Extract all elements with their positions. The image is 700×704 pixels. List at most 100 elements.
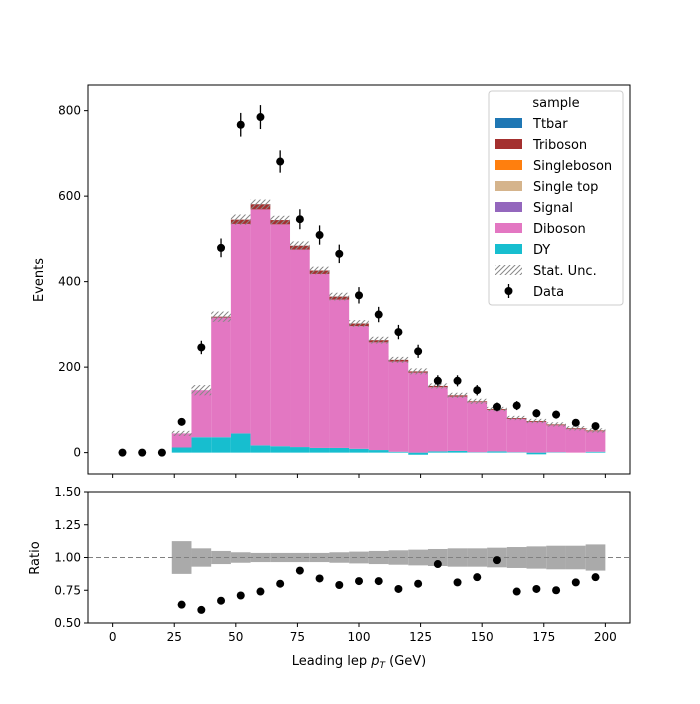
bar-dy bbox=[389, 452, 409, 453]
ratio-point bbox=[532, 585, 540, 593]
ratio-point bbox=[316, 574, 324, 582]
bar-dy bbox=[251, 445, 271, 452]
legend-swatch-triboson bbox=[495, 139, 522, 149]
data-point bbox=[158, 449, 166, 457]
legend-label-signal: Signal bbox=[533, 201, 573, 216]
ratio-point bbox=[296, 567, 304, 575]
bar-diboson bbox=[566, 429, 586, 453]
bar-dy bbox=[231, 433, 251, 452]
data-point bbox=[355, 291, 363, 299]
data-point bbox=[592, 422, 600, 430]
main-y-tick-label: 600 bbox=[58, 189, 81, 203]
x-tick-label: 75 bbox=[290, 630, 305, 644]
bar-diboson bbox=[349, 326, 369, 449]
data-point bbox=[276, 158, 284, 166]
bar-diboson bbox=[487, 410, 507, 451]
ratio-point bbox=[335, 581, 343, 589]
stat-unc-bin bbox=[448, 393, 468, 398]
bar-diboson bbox=[369, 342, 389, 450]
data-point bbox=[316, 231, 324, 239]
bar-dy bbox=[586, 452, 606, 453]
legend-swatch-diboson bbox=[495, 223, 522, 233]
bar-diboson bbox=[251, 209, 271, 445]
data-point bbox=[394, 328, 402, 336]
stat-unc-bin bbox=[369, 337, 389, 344]
main-y-tick-label: 800 bbox=[58, 104, 81, 118]
ratio-point bbox=[375, 577, 383, 585]
legend-swatch-signal bbox=[495, 202, 522, 212]
data-point bbox=[454, 377, 462, 385]
data-point bbox=[493, 403, 501, 411]
x-tick-label: 25 bbox=[167, 630, 182, 644]
ratio-y-tick-label: 0.75 bbox=[54, 583, 81, 597]
stat-unc-bin bbox=[211, 312, 231, 322]
legend-label-stat-unc: Stat. Unc. bbox=[533, 264, 597, 279]
bar-diboson bbox=[329, 300, 349, 448]
data-point bbox=[138, 449, 146, 457]
data-point bbox=[118, 449, 126, 457]
ratio-point bbox=[592, 573, 600, 581]
legend-swatch-single-top bbox=[495, 181, 522, 191]
ratio-y-tick-label: 0.50 bbox=[54, 616, 81, 630]
bar-diboson bbox=[467, 402, 487, 452]
data-point bbox=[296, 215, 304, 223]
bar-diboson bbox=[211, 318, 231, 438]
ratio-y-ticks: 0.50 0.75 1.00 1.25 1.50 bbox=[54, 485, 88, 630]
legend-swatch-dy bbox=[495, 244, 522, 254]
bar-dy bbox=[487, 451, 507, 452]
main-y-tick-label: 200 bbox=[58, 360, 81, 374]
bar-diboson bbox=[527, 422, 547, 453]
legend-label-diboson: Diboson bbox=[533, 222, 586, 237]
ratio-point bbox=[355, 577, 363, 585]
ratio-y-tick-label: 1.50 bbox=[54, 485, 81, 499]
bar-dy bbox=[349, 449, 369, 453]
bar-dy bbox=[448, 451, 468, 453]
legend-title: sample bbox=[532, 96, 579, 111]
x-tick-label: 175 bbox=[532, 630, 555, 644]
stat-unc-bin bbox=[546, 422, 566, 426]
bar-diboson bbox=[310, 274, 330, 448]
stat-unc-bin bbox=[310, 267, 330, 275]
stat-unc-bin bbox=[191, 385, 211, 395]
bar-diboson bbox=[448, 397, 468, 451]
ratio-point bbox=[276, 580, 284, 588]
main-y-axis-label: Events bbox=[32, 258, 47, 302]
stat-unc-bin bbox=[566, 426, 586, 430]
legend-label-dy: DY bbox=[533, 243, 550, 258]
main-y-tick-label: 400 bbox=[58, 275, 81, 289]
bar-diboson bbox=[191, 390, 211, 437]
x-tick-label: 125 bbox=[409, 630, 432, 644]
stat-unc-bin bbox=[329, 293, 349, 301]
data-point bbox=[197, 343, 205, 351]
ratio-point bbox=[237, 591, 245, 599]
bar-diboson bbox=[231, 224, 251, 433]
bar-diboson bbox=[507, 419, 527, 452]
data-point bbox=[217, 244, 225, 252]
ratio-point bbox=[414, 580, 422, 588]
ratio-y-tick-label: 1.25 bbox=[54, 518, 81, 532]
x-axis-label-symbol: p bbox=[370, 654, 379, 669]
legend-swatch-singleboson bbox=[495, 160, 522, 170]
stat-unc-bin bbox=[408, 368, 428, 374]
ratio-point bbox=[217, 597, 225, 605]
ratio-point bbox=[178, 601, 186, 609]
data-point bbox=[532, 409, 540, 417]
bar-dy bbox=[369, 450, 389, 453]
data-point bbox=[178, 418, 186, 426]
x-axis-label: Leading lep pT (GeV) bbox=[292, 654, 426, 671]
x-axis-label-prefix: Leading lep bbox=[292, 654, 371, 669]
ratio-y-tick-label: 1.00 bbox=[54, 551, 81, 565]
bar-dy bbox=[527, 453, 547, 455]
bar-dy bbox=[270, 446, 290, 452]
data-point bbox=[256, 113, 264, 121]
x-tick-label: 200 bbox=[594, 630, 617, 644]
data-point bbox=[552, 411, 560, 419]
data-point bbox=[237, 121, 245, 129]
ratio-point bbox=[473, 573, 481, 581]
ratio-band-bin bbox=[389, 550, 409, 564]
stat-unc-bin bbox=[231, 215, 251, 225]
